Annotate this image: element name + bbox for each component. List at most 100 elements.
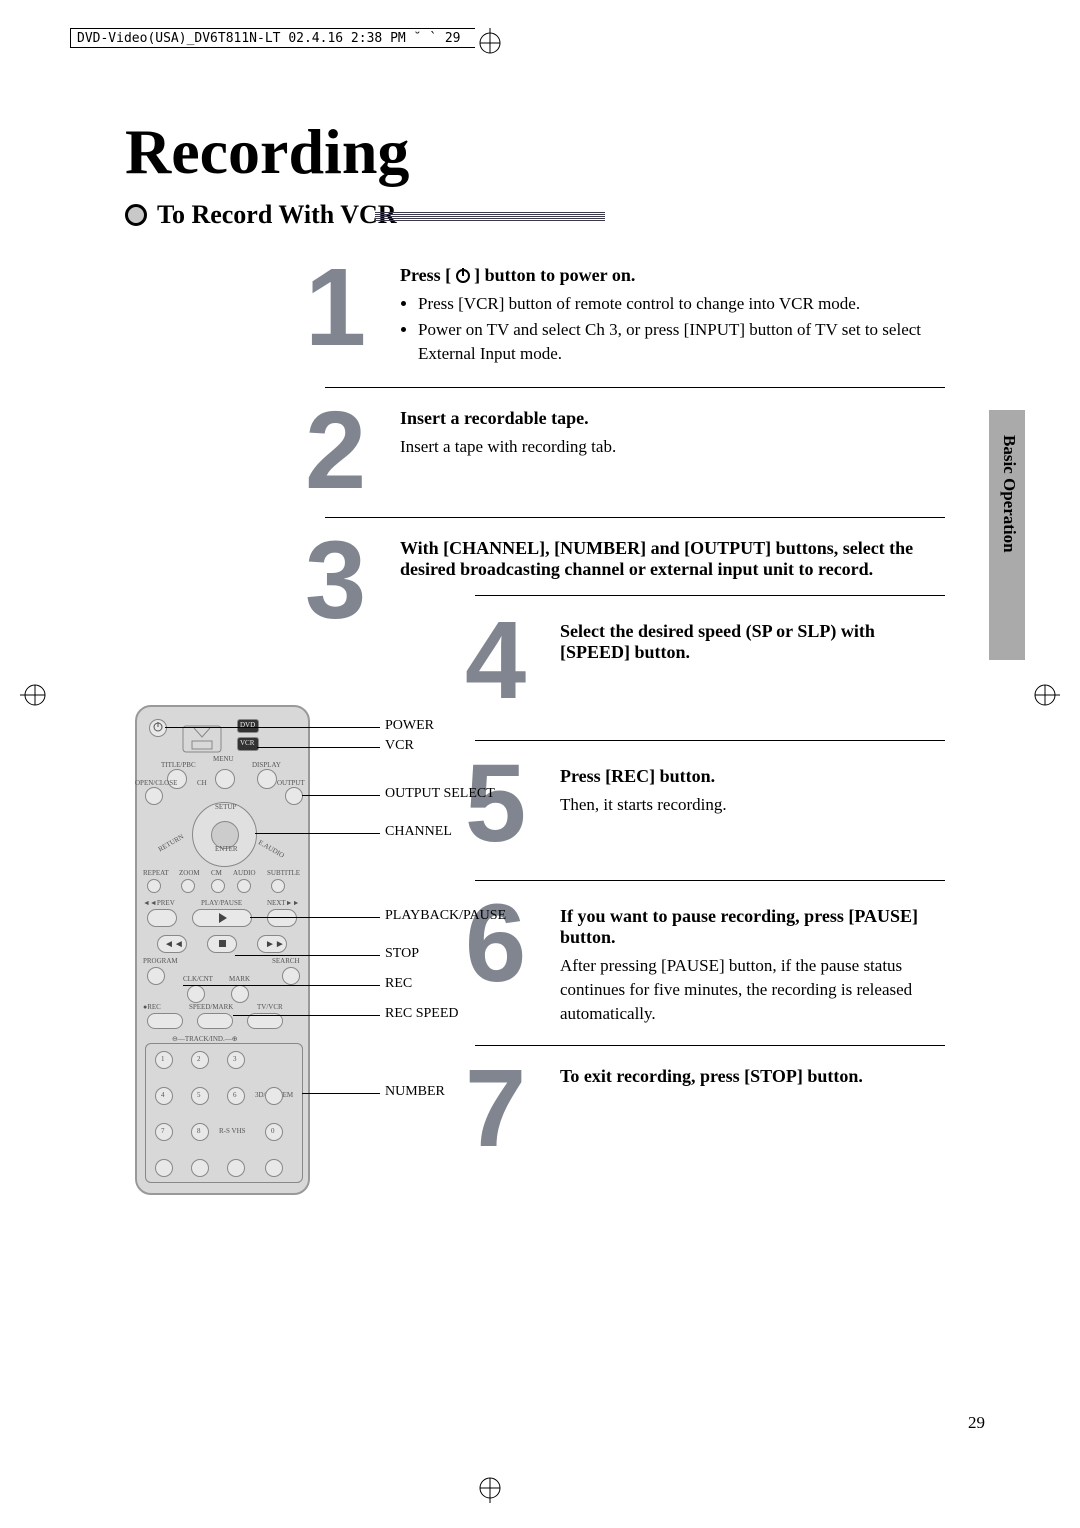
step-7: 7 To exit recording, press [STOP] button… (475, 1046, 945, 1166)
remote-speedmark-label: SPEED/MARK (189, 1003, 233, 1011)
section-title: To Record With VCR (157, 200, 397, 230)
step-2-body: Insert a tape with recording tab. (400, 435, 945, 459)
remote-output-label: OUTPUT (277, 779, 305, 787)
steps-4-7: 4 Select the desired speed (SP or SLP) w… (475, 595, 945, 1166)
label-rec-speed: REC SPEED (385, 1006, 459, 1022)
leader-number (302, 1093, 380, 1094)
label-output-select: OUTPUT SELECT (385, 786, 495, 802)
remote-titlepbc-label: TITLE/PBC (161, 761, 196, 769)
power-icon (456, 269, 470, 283)
side-tab-label: Basic Operation (999, 435, 1019, 553)
remote-num-0-label: 0 (271, 1127, 275, 1135)
remote-mark-button (231, 985, 249, 1003)
remote-tape-icon (182, 725, 222, 753)
remote-zoom-label: ZOOM (179, 869, 200, 877)
remote-program-button (147, 967, 165, 985)
leader-power (165, 727, 380, 728)
remote-return-label: RETURN (157, 833, 185, 854)
remote-prev-label: ◄◄PREV (143, 899, 175, 907)
remote-vcr-label: VCR (240, 739, 254, 747)
step-1-body: Press [VCR] button of remote control to … (400, 292, 945, 365)
step-number-2: 2 (305, 396, 366, 506)
remote-system-button (265, 1087, 283, 1105)
section-rule (375, 212, 605, 222)
leader-rec (183, 985, 380, 986)
remote-rec-button (147, 1013, 183, 1029)
step-5-body: Then, it starts recording. (560, 793, 945, 817)
leader-stop (235, 955, 380, 956)
step-1: 1 Press [ ] button to power on. Press [V… (325, 245, 945, 388)
step-6-body: After pressing [PAUSE] button, if the pa… (560, 954, 945, 1025)
remote-num-1-label: 1 (161, 1055, 165, 1063)
remote-audio-button (237, 879, 251, 893)
remote-control-icon: DVD VCR MENU TITLE/PBC DISPLAY OPEN/CLOS… (135, 705, 310, 1195)
section-header: To Record With VCR (125, 200, 397, 230)
remote-openclose-label: OPEN/CLOSE (135, 779, 177, 787)
remote-openclose-button (145, 787, 163, 805)
page-title: Recording (125, 115, 409, 189)
remote-prev-button (147, 909, 177, 927)
print-header-bar: DVD-Video(USA)_DV6T811N-LT 02.4.16 2:38 … (70, 28, 475, 48)
remote-tracking-label: ⊖—TRACK/IND.—⊕ (172, 1035, 238, 1043)
label-playback-pause: PLAYBACK/PAUSE (385, 908, 506, 924)
label-stop: STOP (385, 946, 419, 962)
remote-rec-label: ●REC (143, 1003, 161, 1011)
leader-channel (255, 833, 380, 834)
label-rec: REC (385, 976, 412, 992)
remote-setup-label: SETUP (215, 803, 236, 811)
leader-playback (250, 917, 380, 918)
crop-mark-right (1030, 680, 1060, 710)
remote-num-extra1 (155, 1159, 173, 1177)
remote-stop-icon (219, 940, 226, 947)
label-vcr: VCR (385, 738, 414, 754)
remote-clkcnt-label: CLK/CNT (183, 975, 213, 983)
step-4-heading: Select the desired speed (SP or SLP) wit… (560, 621, 945, 663)
remote-program-label: PROGRAM (143, 957, 178, 965)
remote-num-5-label: 5 (197, 1091, 201, 1099)
step-1-heading-pre: Press [ (400, 265, 456, 285)
label-number: NUMBER (385, 1084, 445, 1100)
remote-diagram-area: DVD VCR MENU TITLE/PBC DISPLAY OPEN/CLOS… (135, 705, 485, 1195)
remote-menu-label: MENU (213, 755, 234, 763)
step-5: 5 Press [REC] button. Then, it starts re… (475, 741, 945, 881)
step-5-heading: Press [REC] button. (560, 766, 945, 787)
remote-vhs-label: R-S VHS (219, 1127, 246, 1135)
remote-search-label: SEARCH (272, 957, 300, 965)
remote-num-extra3 (227, 1159, 245, 1177)
remote-num-6-label: 6 (233, 1091, 237, 1099)
step-1-heading: Press [ ] button to power on. (400, 265, 945, 286)
remote-num-extra2 (191, 1159, 209, 1177)
page-number: 29 (968, 1413, 985, 1433)
remote-eaudio-label: E.AUDIO (257, 838, 286, 859)
step-1-heading-post: ] button to power on. (474, 265, 635, 285)
label-power: POWER (385, 718, 434, 734)
remote-dpad (192, 802, 257, 867)
remote-num-3-label: 3 (233, 1055, 237, 1063)
page-content: Recording To Record With VCR Basic Opera… (55, 55, 1025, 1473)
remote-repeat-button (147, 879, 161, 893)
remote-num-2-label: 2 (197, 1055, 201, 1063)
label-channel: CHANNEL (385, 824, 452, 840)
step-7-heading: To exit recording, press [STOP] button. (560, 1066, 945, 1087)
remote-display-label: DISPLAY (252, 761, 281, 769)
leader-recspeed (233, 1015, 380, 1016)
crop-mark-top (475, 28, 505, 58)
remote-tvvcr-label: TV/VCR (257, 1003, 283, 1011)
step-3-heading: With [CHANNEL], [NUMBER] and [OUTPUT] bu… (400, 538, 945, 580)
leader-output (302, 795, 380, 796)
remote-search-button (282, 967, 300, 985)
remote-menu-button (215, 769, 235, 789)
remote-display-button (257, 769, 277, 789)
remote-power-icon (152, 721, 164, 733)
step-2-heading: Insert a recordable tape. (400, 408, 945, 429)
step-6-heading: If you want to pause recording, press [P… (560, 906, 945, 948)
remote-playpause-label: PLAY/PAUSE (201, 899, 242, 907)
remote-zoom-button (181, 879, 195, 893)
remote-speed-button (197, 1013, 233, 1029)
remote-play-icon (219, 913, 227, 923)
crop-mark-bottom (475, 1473, 505, 1503)
remote-cm-label: CM (211, 869, 222, 877)
remote-num-4-label: 4 (161, 1091, 165, 1099)
step-number-4: 4 (465, 606, 526, 716)
remote-mark-label: MARK (229, 975, 250, 983)
